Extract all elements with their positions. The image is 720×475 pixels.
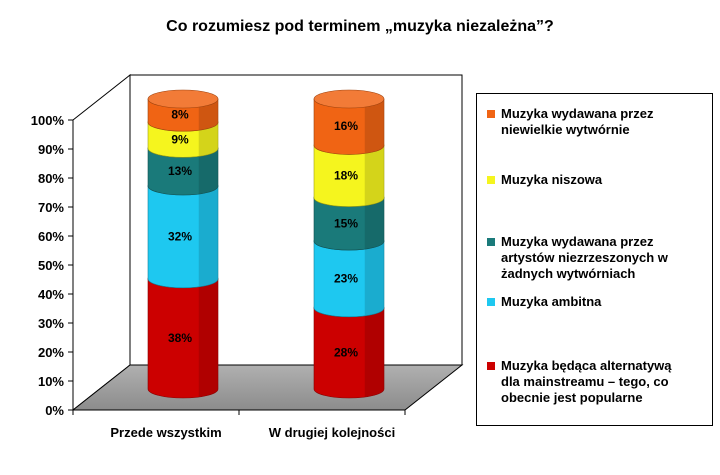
y-tick-label: 100%	[31, 113, 65, 128]
side-wall	[72, 73, 131, 412]
legend-label: Muzyka wydawana przez artystów niezrzeszo…	[501, 234, 668, 282]
legend-label-line: obecnie jest popularne	[501, 390, 643, 405]
legend-label: Muzyka niszowa	[501, 172, 602, 188]
bar-segment-shade	[364, 99, 384, 154]
data-label: 8%	[171, 108, 189, 122]
bar-segment-shade	[198, 99, 218, 131]
y-tick-label: 80%	[38, 171, 64, 186]
data-label: 18%	[334, 169, 358, 183]
y-tick-label: 30%	[38, 316, 64, 331]
y-tick-label: 40%	[38, 287, 64, 302]
legend-label-line: Muzyka wydawana przez	[501, 234, 654, 249]
y-tick-label: 60%	[38, 229, 64, 244]
legend-label-line: Muzyka ambitna	[501, 294, 602, 309]
bar-segment-shade	[364, 197, 384, 250]
y-tick-label: 10%	[38, 374, 64, 389]
legend-swatch	[487, 110, 495, 118]
x-axis-labels: Przede wszystkim W drugiej kolejności	[110, 425, 395, 440]
y-axis: 0% 10% 20% 30% 40% 50% 60% 70% 80% 90% 100%	[31, 113, 406, 418]
y-tick-label: 90%	[38, 142, 64, 157]
legend-label: Muzyka będąca alternatywą dla mainstreamu…	[501, 358, 672, 406]
data-label: 15%	[334, 216, 358, 230]
data-label: 32%	[168, 229, 192, 243]
legend-label-line: dla mainstreamu – tego, co	[501, 374, 669, 389]
y-tick-label: 20%	[38, 345, 64, 360]
bar-segment-shade	[364, 307, 384, 398]
bars-group: 38% 32% 13% 9% 8% 28% 23% 15% 18% 16%	[147, 89, 385, 399]
bar-segment-shade	[364, 145, 384, 206]
bar-segment-cap	[313, 89, 385, 109]
chart-title: Co rozumiesz pod terminem „muzyka niezal…	[166, 18, 554, 35]
x-category-label: Przede wszystkim	[110, 425, 221, 440]
plot-walls	[72, 73, 463, 412]
legend-label-line: artystów niezrzeszonych w	[501, 250, 668, 265]
bar-segment-shade	[198, 186, 218, 287]
legend-swatch	[487, 362, 495, 370]
x-category-label: W drugiej kolejności	[269, 425, 395, 440]
data-label: 38%	[168, 331, 192, 345]
bar-segment-cap	[147, 89, 219, 109]
bar-segment: 16%	[313, 89, 385, 155]
bar-segment-shade	[198, 122, 218, 157]
y-tick-label: 70%	[38, 200, 64, 215]
legend-label-line: żadnych wytwórniach	[501, 266, 636, 281]
data-label: 9%	[171, 132, 189, 146]
bar-segment: 38%	[147, 269, 219, 399]
data-label: 13%	[168, 164, 192, 178]
legend-swatch	[487, 298, 495, 306]
data-label: 28%	[334, 345, 358, 359]
legend-label-line: Muzyka niszowa	[501, 172, 603, 187]
bar-segment-shade	[364, 241, 384, 316]
y-tick-label: 50%	[38, 258, 64, 273]
legend-label: Muzyka wydawana przez niewielkie wytwórni…	[501, 106, 653, 138]
legend: Muzyka wydawana przez niewielkie wytwórni…	[476, 93, 713, 426]
legend-label-line: niewielkie wytwórnie	[501, 122, 630, 137]
bar-segment-shade	[198, 278, 218, 398]
data-label: 23%	[334, 271, 358, 285]
bar-segment-shade	[198, 148, 218, 195]
data-label: 16%	[334, 119, 358, 133]
legend-swatch	[487, 176, 495, 184]
plot-floor-plane	[71, 364, 464, 411]
legend-label-line: Muzyka będąca alternatywą	[501, 358, 672, 373]
plot-floor	[71, 364, 464, 411]
legend-label: Muzyka ambitna	[501, 294, 601, 310]
y-tick-label: 0%	[45, 403, 64, 418]
legend-label-line: Muzyka wydawana przez	[501, 106, 654, 121]
legend-swatch	[487, 238, 495, 246]
bar-segment: 8%	[147, 89, 219, 132]
